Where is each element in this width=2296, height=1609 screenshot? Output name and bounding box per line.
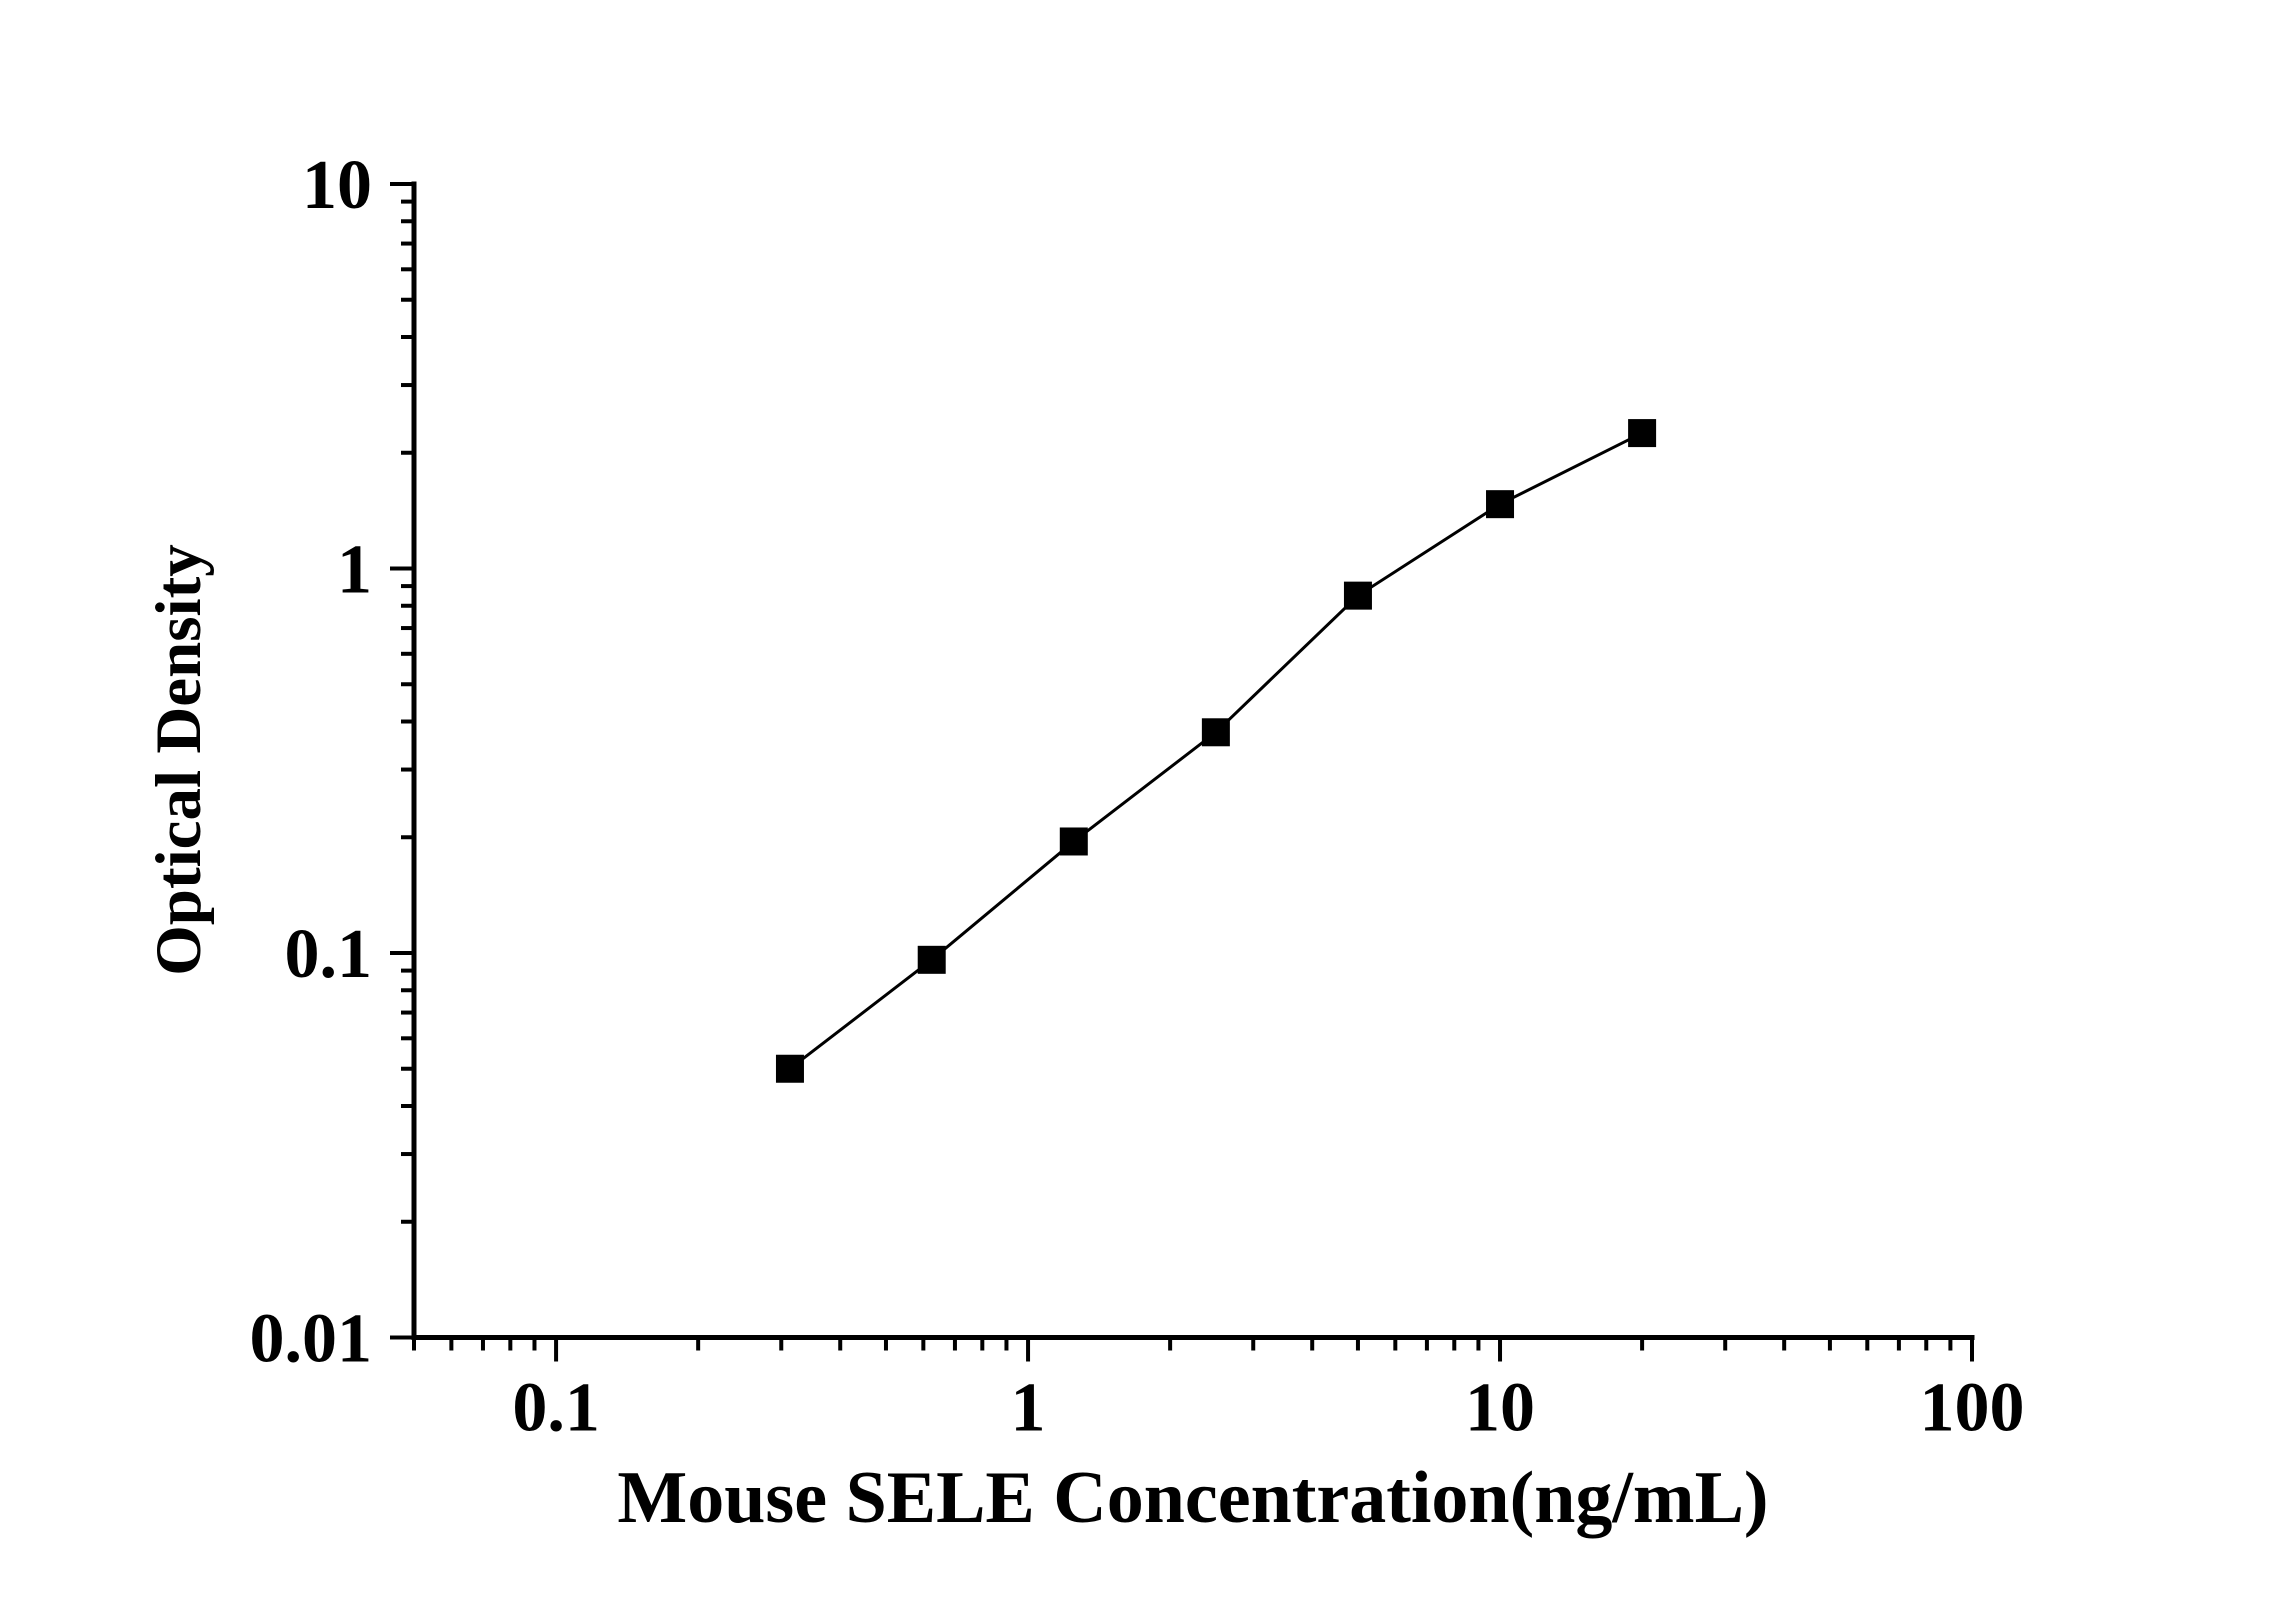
data-point-marker	[775, 1054, 804, 1083]
data-point-marker	[1059, 827, 1088, 856]
y-axis-title: Optical Density	[143, 544, 215, 976]
data-point-marker	[1343, 581, 1372, 610]
y-tick-label: 1	[337, 532, 372, 609]
data-point-marker	[1628, 419, 1657, 448]
y-tick-label: 0.01	[250, 1301, 373, 1378]
x-tick-label: 100	[1920, 1370, 2025, 1447]
data-point-marker	[917, 945, 946, 974]
plot-area: 0.1 1 10 100 10 1 0.1 0.01	[250, 147, 2025, 1447]
y-tick-label: 10	[302, 147, 372, 224]
data-point-marker	[1201, 718, 1230, 747]
x-axis-title: Mouse SELE Concentration(ng/mL)	[617, 1457, 1768, 1539]
x-tick-label: 1	[1011, 1370, 1046, 1447]
data-point-marker	[1486, 490, 1515, 519]
y-tick-label: 0.1	[285, 916, 373, 993]
x-tick-label: 10	[1465, 1370, 1535, 1447]
x-tick-label: 0.1	[512, 1370, 600, 1447]
